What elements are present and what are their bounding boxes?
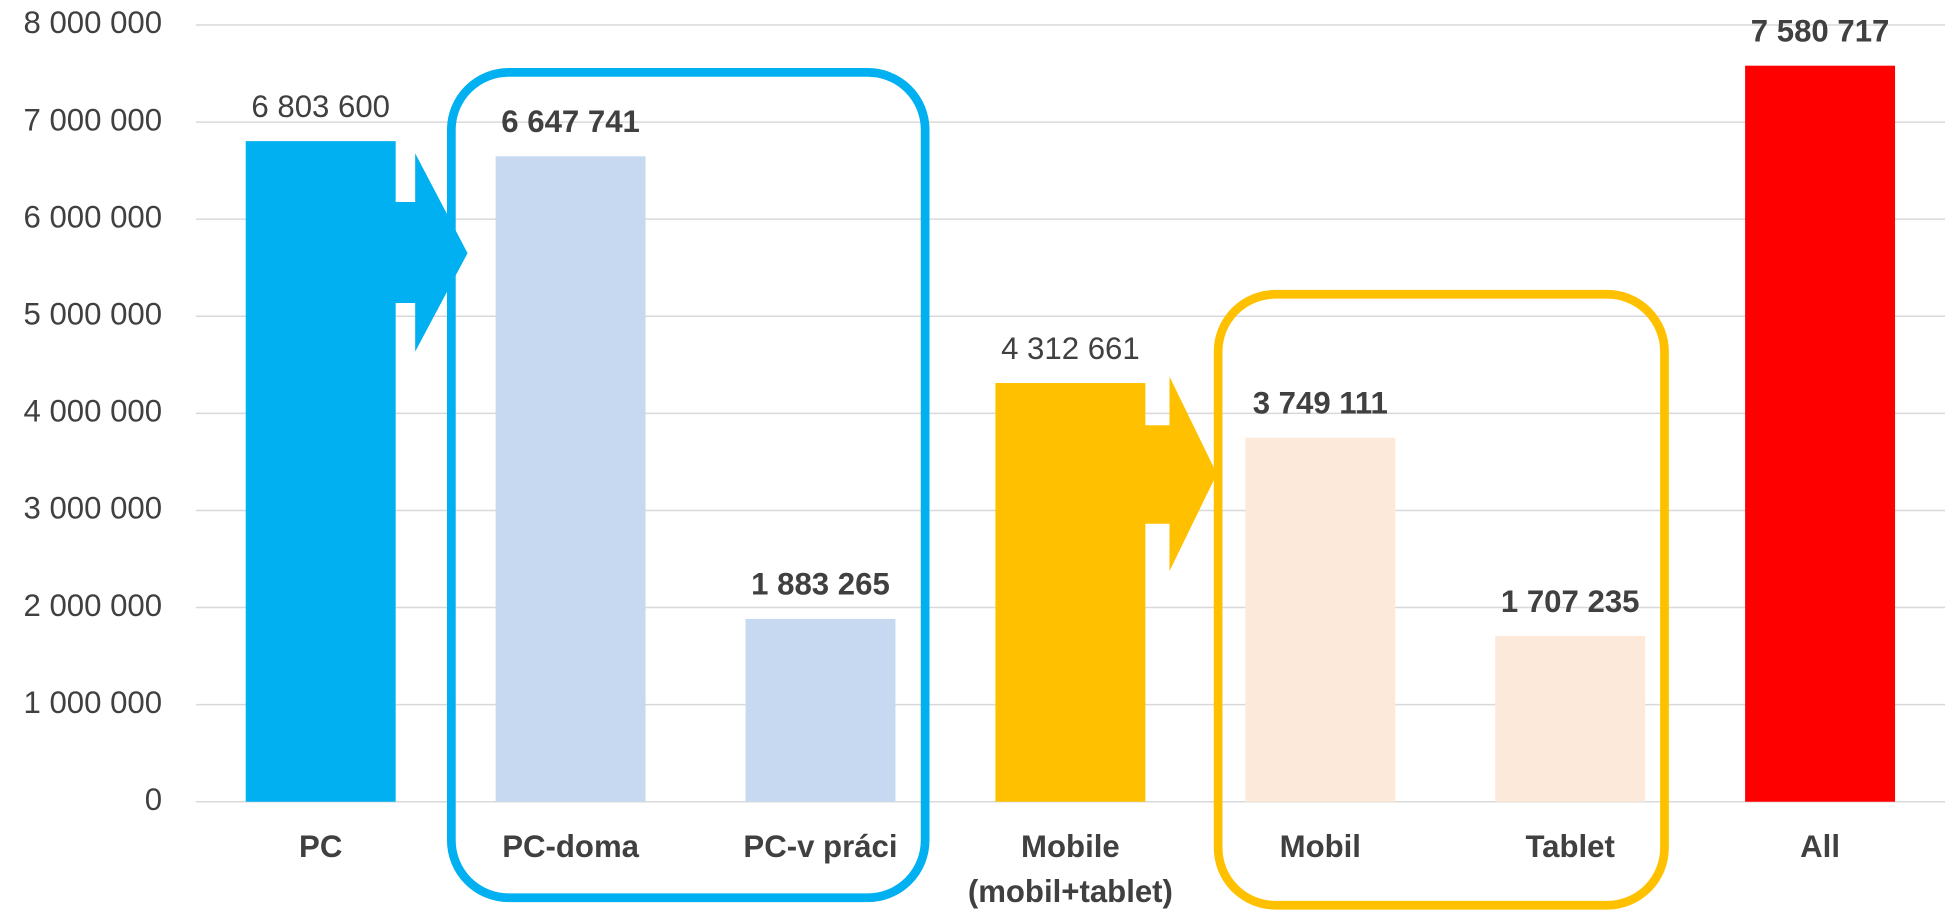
- bar: [245, 141, 396, 802]
- arrow: [395, 153, 468, 352]
- y-tick-label: 3 000 000: [23, 491, 162, 526]
- value-label: 1 707 235: [1501, 584, 1640, 619]
- x-tick-label: PC-v práci: [743, 829, 897, 864]
- bar: [1745, 65, 1896, 802]
- value-label: 7 580 717: [1751, 14, 1890, 49]
- y-tick-label: 6 000 000: [23, 199, 162, 234]
- x-tick-label: PC: [299, 829, 342, 864]
- x-tick-label: Tablet: [1525, 829, 1614, 864]
- bar: [1495, 635, 1646, 802]
- y-tick-label: 0: [145, 782, 162, 817]
- y-tick-label: 4 000 000: [23, 394, 162, 429]
- x-tick-label: Mobil: [1280, 829, 1361, 864]
- y-tick-label: 5 000 000: [23, 297, 162, 332]
- value-label: 3 749 111: [1253, 386, 1388, 421]
- value-label: 6 803 600: [251, 89, 390, 124]
- labels: 0 1 000 000 2 000 000 3 000 000 4 000 000 5 0…: [23, 5, 1889, 909]
- arrow: [1144, 376, 1217, 572]
- bar: [995, 383, 1146, 802]
- y-tick-label: 8 000 000: [23, 5, 162, 40]
- x-tick-label: All: [1800, 829, 1840, 864]
- value-label: 4 312 661: [1001, 331, 1140, 366]
- bars: [245, 65, 1896, 802]
- bar: [745, 618, 896, 802]
- value-label: 6 647 741: [501, 104, 640, 139]
- bar: [1245, 437, 1396, 802]
- y-tick-label: 1 000 000: [23, 685, 162, 720]
- bar: [495, 156, 646, 802]
- y-tick-label: 2 000 000: [23, 588, 162, 623]
- value-label: 1 883 265: [751, 567, 890, 602]
- y-tick-label: 7 000 000: [23, 102, 162, 137]
- group-outline: [446, 67, 930, 903]
- x-tick-label: PC-doma: [502, 829, 639, 864]
- group-outline: [1213, 289, 1669, 910]
- x-tick-label: Mobile (mobil+tablet): [968, 829, 1173, 909]
